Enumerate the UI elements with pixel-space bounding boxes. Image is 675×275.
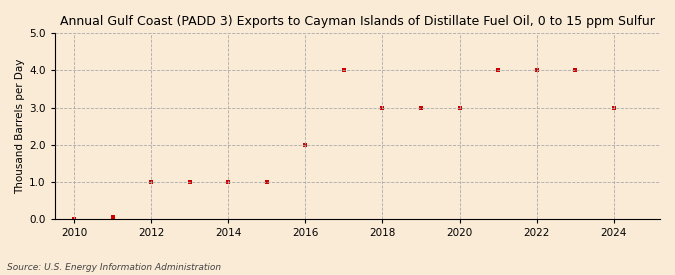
Title: Annual Gulf Coast (PADD 3) Exports to Cayman Islands of Distillate Fuel Oil, 0 t: Annual Gulf Coast (PADD 3) Exports to Ca… — [60, 15, 655, 28]
Y-axis label: Thousand Barrels per Day: Thousand Barrels per Day — [15, 59, 25, 194]
Text: Source: U.S. Energy Information Administration: Source: U.S. Energy Information Administ… — [7, 263, 221, 272]
